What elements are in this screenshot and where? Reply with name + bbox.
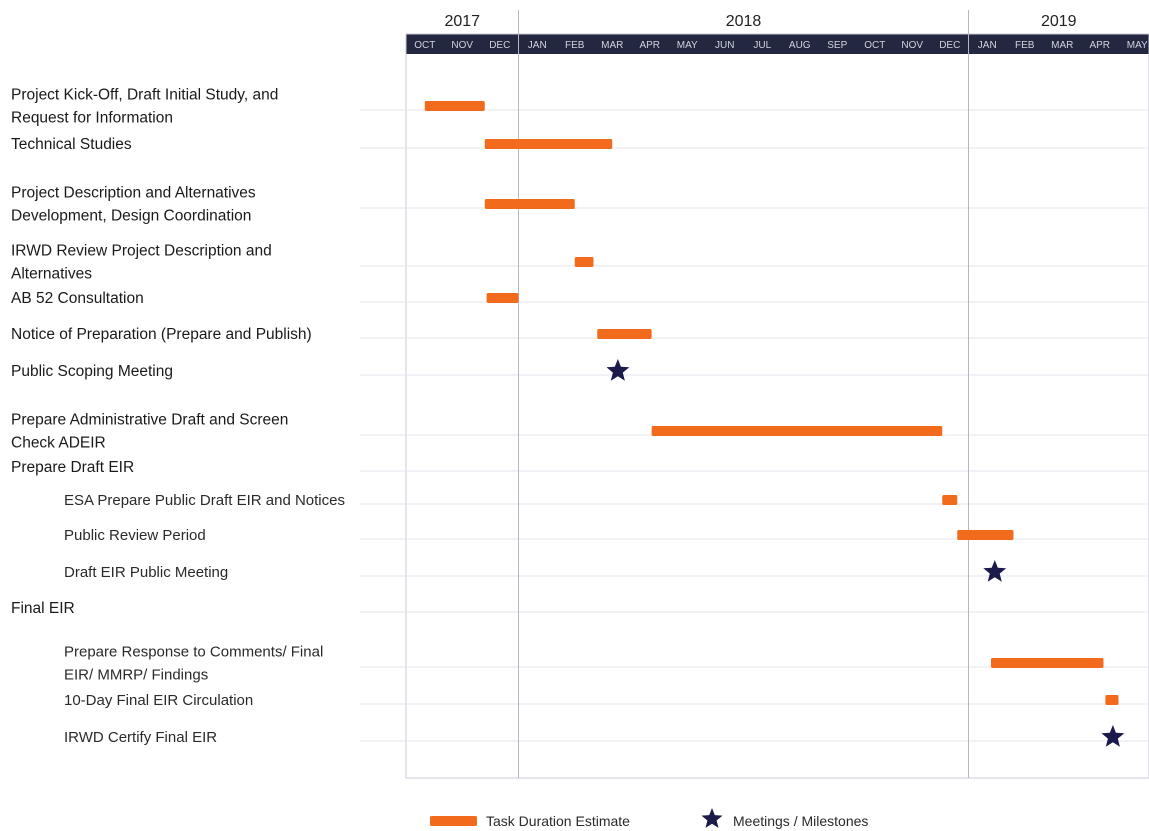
milestone-star-icon (606, 359, 630, 381)
month-label: AUG (789, 40, 811, 51)
task-label: Project Description and Alternatives (11, 185, 256, 202)
task-label: Request for Information (11, 110, 173, 127)
month-label: NOV (451, 40, 473, 51)
task-label: Development, Design Coordination (11, 208, 251, 225)
task-label: 10-Day Final EIR Circulation (64, 692, 253, 709)
task-label: Prepare Draft EIR (11, 459, 134, 476)
year-label: 2018 (726, 13, 762, 30)
task-duration-bar (651, 426, 943, 436)
month-label: MAR (1051, 40, 1073, 51)
month-label: MAR (601, 40, 623, 51)
month-label: DEC (939, 40, 960, 51)
month-label: JUL (753, 40, 771, 51)
task-duration-bar (484, 139, 613, 149)
task-label: Project Kick-Off, Draft Initial Study, a… (11, 87, 278, 104)
legend-label: Task Duration Estimate (486, 813, 630, 829)
month-label: FEB (565, 40, 585, 51)
month-label: FEB (1015, 40, 1035, 51)
month-label: APR (639, 40, 660, 51)
milestone-star-icon (1101, 725, 1125, 747)
month-label: OCT (864, 40, 885, 51)
month-label: JUN (715, 40, 734, 51)
task-duration-bar (574, 257, 594, 267)
task-duration-bar (1105, 695, 1119, 705)
month-label: NOV (901, 40, 923, 51)
task-duration-bar (957, 530, 1014, 540)
legend-label: Meetings / Milestones (733, 813, 868, 829)
task-duration-bar (486, 293, 519, 303)
timeline-frame (405, 33, 1149, 779)
year-label: 2019 (1041, 13, 1077, 30)
task-duration-bar (424, 101, 485, 111)
task-label: IRWD Review Project Description and (11, 243, 272, 260)
task-label: Public Scoping Meeting (11, 363, 173, 380)
task-label: IRWD Certify Final EIR (64, 729, 217, 746)
task-duration-bar (942, 495, 958, 505)
task-label: EIR/ MMRP/ Findings (64, 667, 208, 684)
task-label: Technical Studies (11, 136, 132, 153)
task-label: Alternatives (11, 266, 92, 283)
month-label: MAY (677, 40, 698, 51)
task-label: Check ADEIR (11, 435, 106, 452)
task-label: Draft EIR Public Meeting (64, 564, 228, 581)
month-label: MAY (1127, 40, 1148, 51)
task-label: Public Review Period (64, 527, 206, 544)
milestone-star-icon (983, 560, 1007, 582)
month-label: DEC (489, 40, 510, 51)
legend-bar-swatch (430, 816, 477, 826)
month-label: OCT (414, 40, 435, 51)
task-duration-bar (991, 658, 1104, 668)
task-duration-bar (597, 329, 652, 339)
year-label: 2017 (444, 13, 480, 30)
month-label: SEP (827, 40, 847, 51)
task-duration-bar (484, 199, 575, 209)
month-label: JAN (978, 40, 997, 51)
task-label: ESA Prepare Public Draft EIR and Notices (64, 492, 345, 509)
legend-star-icon (701, 808, 723, 828)
task-label: Prepare Response to Comments/ Final (64, 644, 323, 661)
month-label: JAN (528, 40, 547, 51)
task-label: Notice of Preparation (Prepare and Publi… (11, 326, 312, 343)
task-label: AB 52 Consultation (11, 290, 144, 307)
month-header-band (406, 34, 1149, 54)
month-label: APR (1089, 40, 1110, 51)
task-label: Final EIR (11, 600, 75, 617)
task-label: Prepare Administrative Draft and Screen (11, 412, 288, 429)
